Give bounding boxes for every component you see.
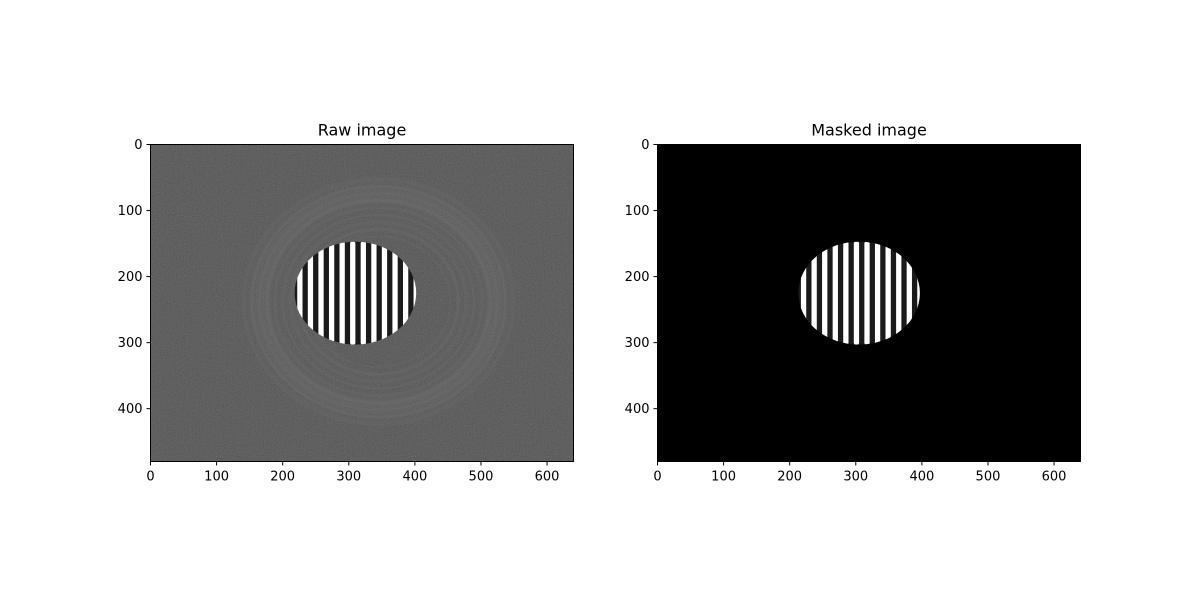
y-tick-label: 400 [625, 402, 650, 417]
raw-image-area [150, 144, 574, 462]
masked-image-frame [657, 144, 1081, 462]
masked-image-area [657, 144, 1081, 462]
x-tick-label: 300 [336, 470, 361, 485]
x-tick-label: 600 [535, 470, 560, 485]
y-tick-label: 0 [134, 138, 142, 153]
masked-image-x-ticks: 0 100 200 300 400 500 600 [653, 461, 1067, 485]
x-tick-label: 100 [204, 470, 229, 485]
x-tick-label: 600 [1042, 470, 1067, 485]
masked-image-title: Masked image [811, 121, 927, 140]
x-tick-label: 0 [653, 470, 661, 485]
y-tick-label: 100 [625, 204, 650, 219]
x-tick-label: 400 [909, 470, 934, 485]
raw-image-panel: Raw image 0 100 200 300 400 500 600 0 100 200 300… [118, 121, 574, 485]
x-tick-label: 500 [469, 470, 494, 485]
x-tick-label: 0 [146, 470, 154, 485]
x-tick-label: 100 [711, 470, 736, 485]
masked-image-y-ticks: 0 100 200 300 400 [625, 138, 658, 417]
raw-image-y-ticks: 0 100 200 300 400 [118, 138, 151, 417]
y-tick-label: 400 [118, 402, 143, 417]
x-tick-label: 200 [777, 470, 802, 485]
x-tick-label: 400 [402, 470, 427, 485]
x-tick-label: 200 [270, 470, 295, 485]
raw-image-title: Raw image [318, 121, 407, 140]
x-tick-label: 500 [976, 470, 1001, 485]
y-tick-label: 300 [118, 336, 143, 351]
y-tick-label: 300 [625, 336, 650, 351]
y-tick-label: 200 [118, 270, 143, 285]
raw-image-x-ticks: 0 100 200 300 400 500 600 [146, 461, 560, 485]
y-tick-label: 100 [118, 204, 143, 219]
y-tick-label: 0 [641, 138, 649, 153]
x-tick-label: 300 [843, 470, 868, 485]
masked-image-panel: Masked image 0 100 200 300 400 500 600 0 100 200… [625, 121, 1081, 485]
y-tick-label: 200 [625, 270, 650, 285]
raw-image-frame [150, 144, 574, 462]
